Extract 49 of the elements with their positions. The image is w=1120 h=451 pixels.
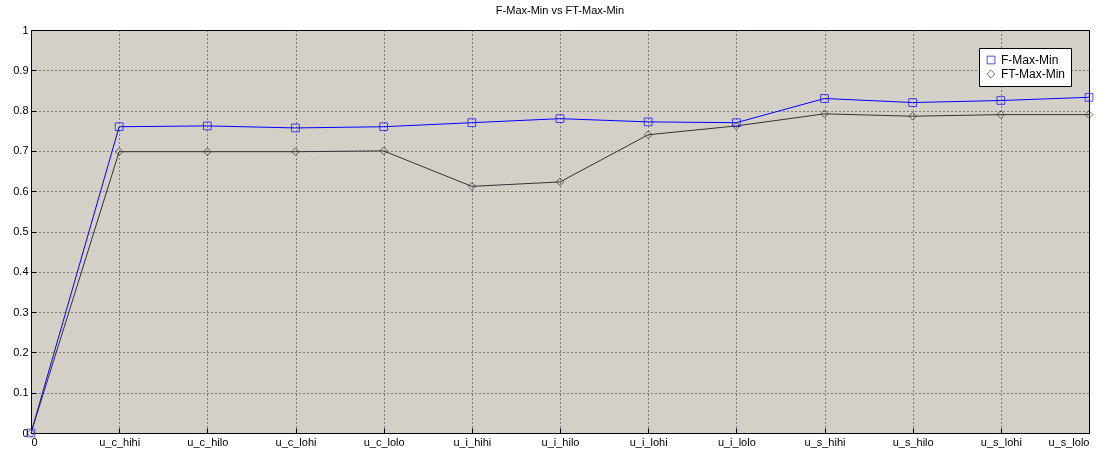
point [291, 147, 300, 157]
point [114, 122, 124, 132]
point [379, 122, 389, 132]
y-tick-label: 0.7 [13, 144, 29, 157]
point [908, 111, 918, 121]
point [467, 118, 477, 128]
point [114, 147, 124, 157]
x-tick-label: u_c_hihi [99, 435, 141, 448]
point [1084, 92, 1094, 102]
y-tick-label: 0.8 [13, 104, 29, 117]
legend-label: F-Max-Min [1001, 53, 1059, 67]
y-tick-label: 0.3 [13, 305, 29, 318]
x-tick-label: u_s_lolo [1048, 435, 1090, 448]
y-tick-label: 0 [22, 426, 29, 439]
point [908, 98, 918, 107]
legend-label: FT-Max-Min [1001, 67, 1065, 81]
x-tick-label: u_i_lolo [717, 435, 756, 448]
y-tick-label: 0.2 [13, 345, 29, 358]
x-tick-label: u_i_hihi [453, 435, 492, 448]
point [202, 147, 212, 157]
x-tick-label: 0 [31, 435, 38, 448]
point [643, 130, 653, 140]
point [555, 114, 565, 124]
point [820, 109, 829, 119]
x-tick-label: u_s_hihi [804, 435, 846, 448]
x-tick-label: u_i_hilo [541, 435, 580, 448]
point [467, 181, 477, 191]
point [996, 110, 1006, 119]
y-tick-label: 0.9 [13, 63, 29, 76]
point [820, 94, 829, 103]
x-tick-label: u_c_hilo [187, 435, 229, 448]
chart-title: F-Max-Min vs FT-Max-Min [495, 4, 625, 16]
point [555, 177, 565, 187]
y-tick-label: 0.5 [13, 225, 29, 237]
point [996, 96, 1006, 105]
x-tick-label: u_s_lohi [980, 435, 1022, 448]
x-tick-label: u_c_lolo [363, 435, 405, 448]
y-tick-label: 0.4 [13, 265, 29, 278]
x-tick-label: u_c_lohi [275, 435, 317, 448]
point [643, 117, 653, 127]
point [291, 123, 300, 133]
y-tick-label: 0.1 [13, 386, 29, 399]
y-tick-label: 0.6 [13, 184, 29, 197]
point [1084, 110, 1094, 119]
point [202, 121, 212, 131]
y-tick-label: 1 [22, 23, 29, 36]
x-tick-label: u_s_hilo [892, 435, 934, 448]
x-tick-label: u_i_lohi [629, 435, 668, 448]
point [379, 146, 389, 156]
